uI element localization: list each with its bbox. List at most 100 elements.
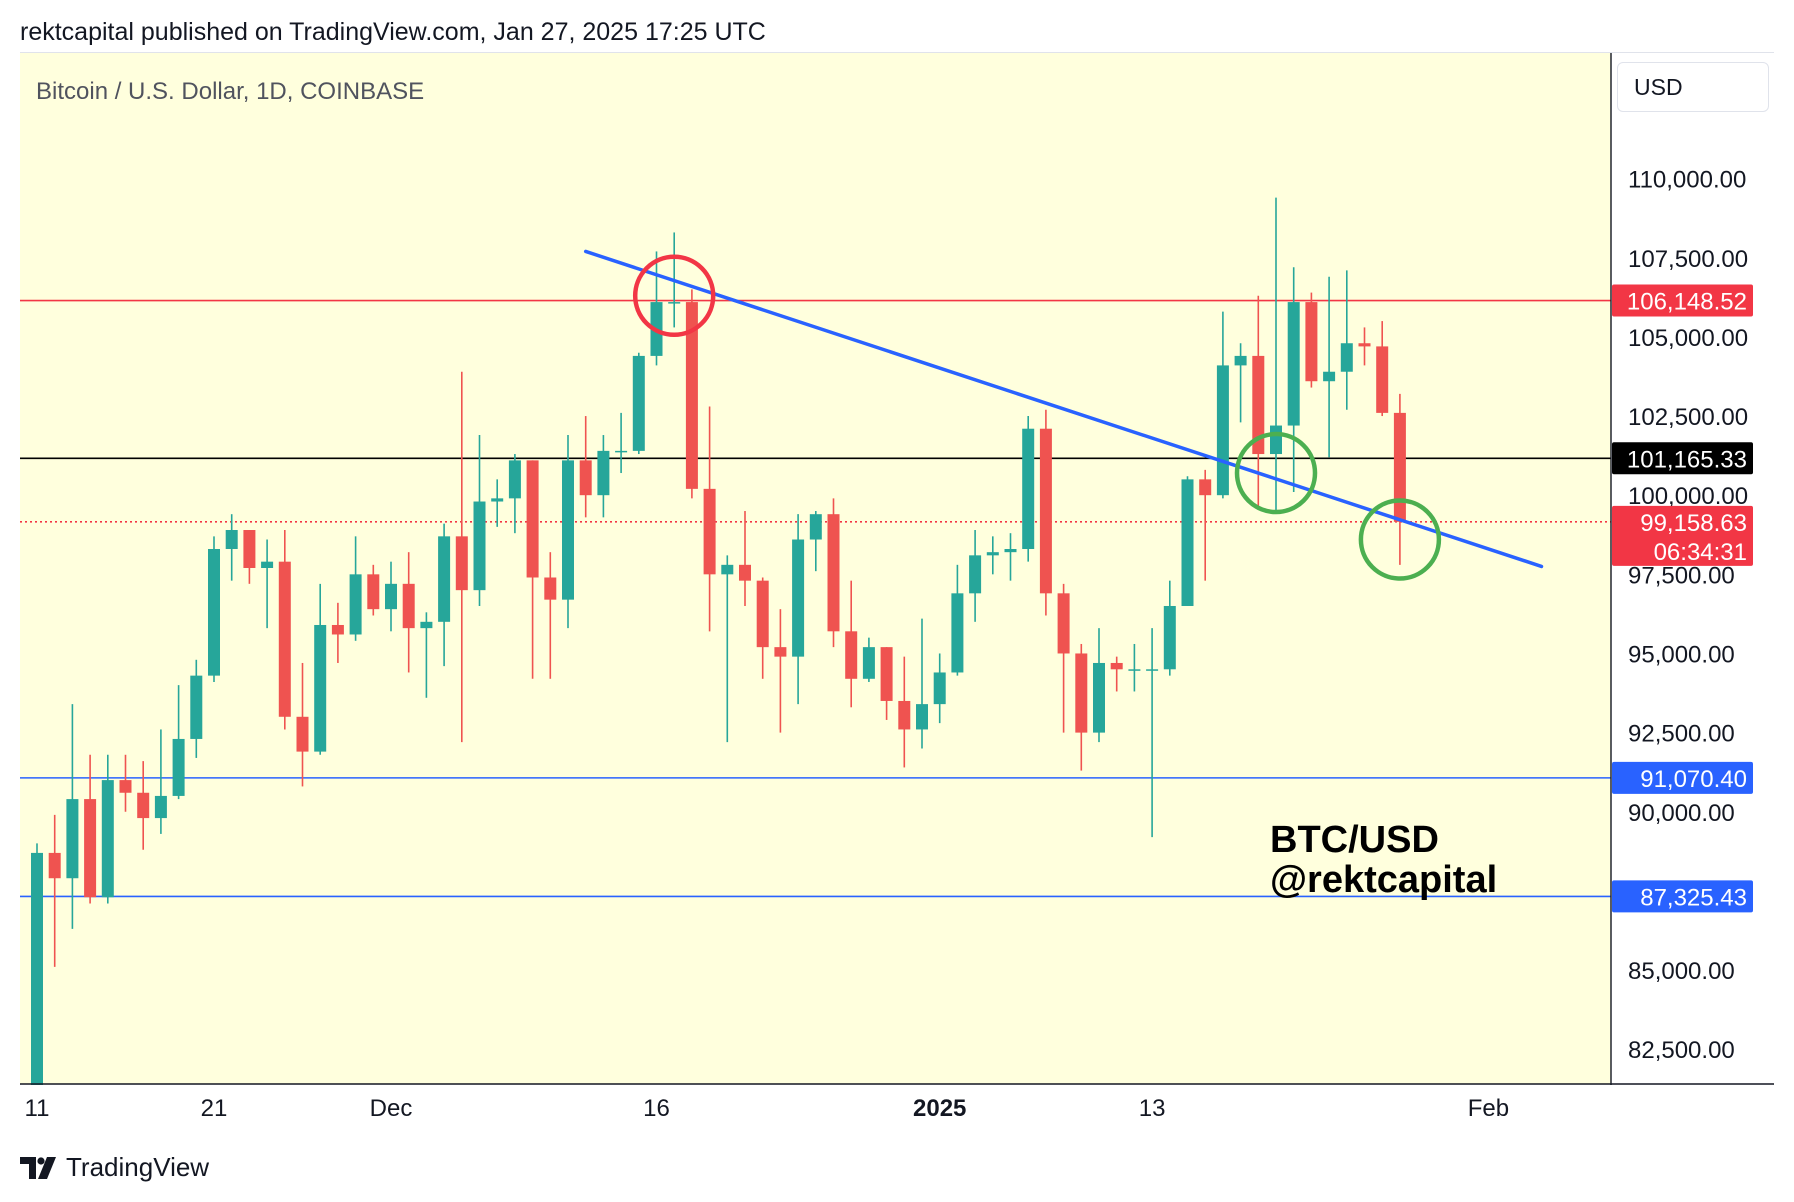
candle-body bbox=[562, 460, 574, 600]
candle bbox=[1146, 628, 1159, 838]
candle-body bbox=[1093, 662, 1105, 733]
candle-body bbox=[951, 593, 964, 673]
candle-body bbox=[1004, 549, 1017, 553]
candle-body bbox=[703, 488, 716, 575]
candle bbox=[1358, 327, 1371, 366]
candle-body bbox=[1376, 346, 1389, 413]
candle bbox=[544, 552, 557, 679]
price-tick-label: 110,000.00 bbox=[1628, 167, 1746, 194]
candle-body bbox=[491, 498, 504, 502]
candle-body bbox=[101, 780, 114, 898]
candle bbox=[1340, 270, 1353, 410]
candle bbox=[1305, 292, 1318, 388]
time-tick-label: 11 bbox=[25, 1095, 50, 1122]
publisher-line: rektcapital published on TradingView.com… bbox=[20, 18, 766, 46]
axis-layer: 112,500.00110,000.00107,500.00105,000.00… bbox=[20, 53, 1774, 1132]
descending-trendline bbox=[583, 249, 1544, 569]
tradingview-brand-text: TradingView bbox=[66, 1152, 210, 1182]
price-badge-label: 101,165.33 bbox=[1627, 446, 1747, 473]
candle bbox=[190, 659, 203, 758]
candle-body bbox=[1270, 425, 1282, 455]
candle bbox=[951, 564, 964, 676]
candle-body bbox=[827, 514, 840, 632]
candle bbox=[491, 479, 504, 527]
candle bbox=[526, 460, 539, 679]
candle bbox=[508, 454, 521, 534]
candle bbox=[685, 289, 698, 499]
candle bbox=[721, 555, 734, 743]
candle-body bbox=[774, 647, 787, 657]
candle-body bbox=[1057, 593, 1070, 654]
price-badge-0 bbox=[1612, 284, 1753, 317]
countdown-label: 06:34:31 bbox=[1654, 539, 1747, 566]
candle bbox=[296, 662, 309, 787]
candle bbox=[792, 514, 805, 705]
price-tick-label: 97,500.00 bbox=[1628, 562, 1735, 589]
candle-body bbox=[685, 302, 698, 489]
price-badge-label: 99,158.63 bbox=[1640, 510, 1747, 537]
price-tick-label: 90,000.00 bbox=[1628, 800, 1735, 827]
candle bbox=[1004, 533, 1017, 581]
candle-body bbox=[615, 450, 628, 453]
candle bbox=[880, 647, 893, 720]
tradingview-logo[interactable]: TradingView bbox=[20, 1152, 209, 1183]
candle-body bbox=[172, 738, 185, 796]
candle bbox=[986, 536, 999, 575]
price-tick-label: 100,000.00 bbox=[1628, 483, 1748, 510]
candle-body bbox=[845, 631, 858, 679]
candle bbox=[862, 637, 875, 682]
candle-body bbox=[809, 514, 822, 540]
price-tick-label: 85,000.00 bbox=[1628, 958, 1735, 985]
candle bbox=[1039, 409, 1052, 616]
time-tick-label: 13 bbox=[1139, 1095, 1166, 1122]
candle bbox=[1287, 267, 1300, 493]
candle-body bbox=[208, 549, 220, 676]
time-tick-label: 21 bbox=[201, 1095, 228, 1122]
candle-body bbox=[1340, 343, 1353, 372]
candle-body bbox=[349, 574, 362, 635]
candle bbox=[402, 552, 415, 673]
candle bbox=[66, 704, 79, 929]
candle bbox=[314, 583, 327, 755]
candle-body bbox=[579, 460, 592, 496]
candle bbox=[455, 371, 468, 743]
candle-body bbox=[367, 574, 380, 610]
candle bbox=[845, 580, 858, 708]
candle-body bbox=[1163, 605, 1176, 670]
candle-body bbox=[739, 564, 751, 581]
candle-body bbox=[1216, 365, 1229, 496]
candle bbox=[1323, 276, 1336, 458]
candle-body bbox=[1075, 653, 1088, 733]
candle bbox=[1128, 643, 1141, 692]
candle-body bbox=[420, 621, 433, 629]
price-badge-label: 106,148.52 bbox=[1627, 289, 1747, 316]
candle bbox=[385, 561, 397, 632]
annotation-layer: BTC/USD@rektcapital bbox=[1270, 819, 1497, 901]
tradingview-logo-icon bbox=[20, 1156, 56, 1179]
price-tick-label: 92,500.00 bbox=[1628, 721, 1735, 748]
price-tick-label: 82,500.00 bbox=[1628, 1037, 1735, 1064]
candle-body bbox=[455, 536, 468, 591]
candle-body bbox=[31, 852, 43, 1116]
price-tick-label: 95,000.00 bbox=[1628, 641, 1735, 668]
candle bbox=[756, 577, 769, 679]
candle-body bbox=[1181, 479, 1194, 606]
candle-body bbox=[721, 564, 734, 575]
candle-body bbox=[48, 852, 61, 879]
candle bbox=[562, 435, 574, 629]
candle bbox=[1199, 469, 1212, 581]
candle bbox=[119, 754, 132, 812]
price-badge-4 bbox=[1612, 880, 1753, 913]
candle-body bbox=[1252, 355, 1265, 455]
candle bbox=[278, 530, 291, 730]
candle bbox=[1181, 476, 1194, 606]
candle-body bbox=[385, 583, 397, 610]
candle-body bbox=[1287, 302, 1300, 426]
candle-body bbox=[261, 561, 274, 568]
candle bbox=[597, 435, 610, 518]
candle bbox=[1022, 416, 1035, 562]
currency-selector-button[interactable]: USD bbox=[1617, 62, 1769, 112]
candle-body bbox=[1039, 428, 1052, 594]
candle bbox=[367, 564, 380, 616]
